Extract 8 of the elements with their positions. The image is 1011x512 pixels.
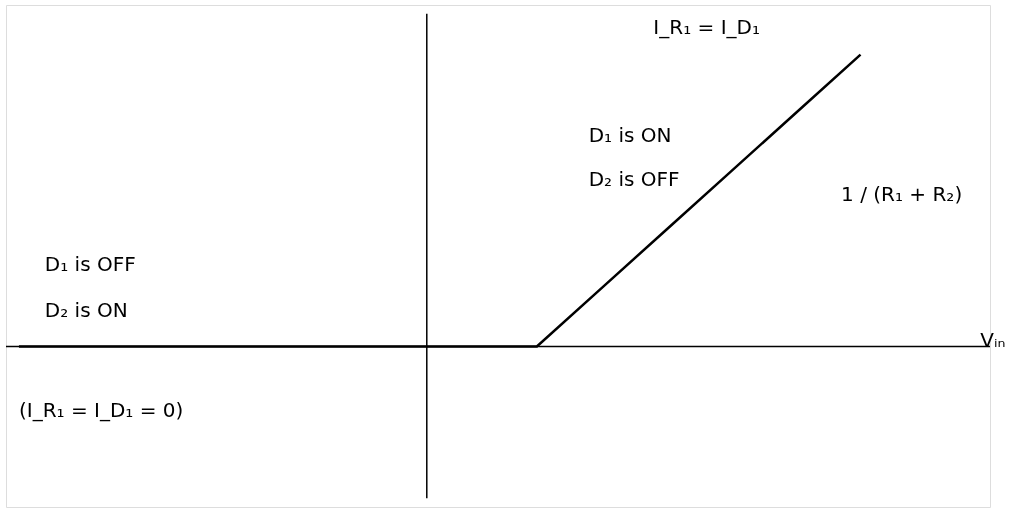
annotation: D₂ is OFF	[588, 167, 680, 192]
annotation: D₁ is OFF	[44, 251, 136, 276]
x-axis-title: Vᵢₙ	[980, 327, 1006, 352]
y-axis-title: I_R₁ = I_D₁	[653, 15, 760, 40]
annotation: 1 / (R₁ + R₂)	[841, 181, 963, 206]
annotation: D₂ is ON	[44, 298, 128, 323]
text: (I_R₁ = I_D₁ = 0)	[18, 397, 184, 422]
annotation: D₁ is ON	[588, 123, 672, 148]
